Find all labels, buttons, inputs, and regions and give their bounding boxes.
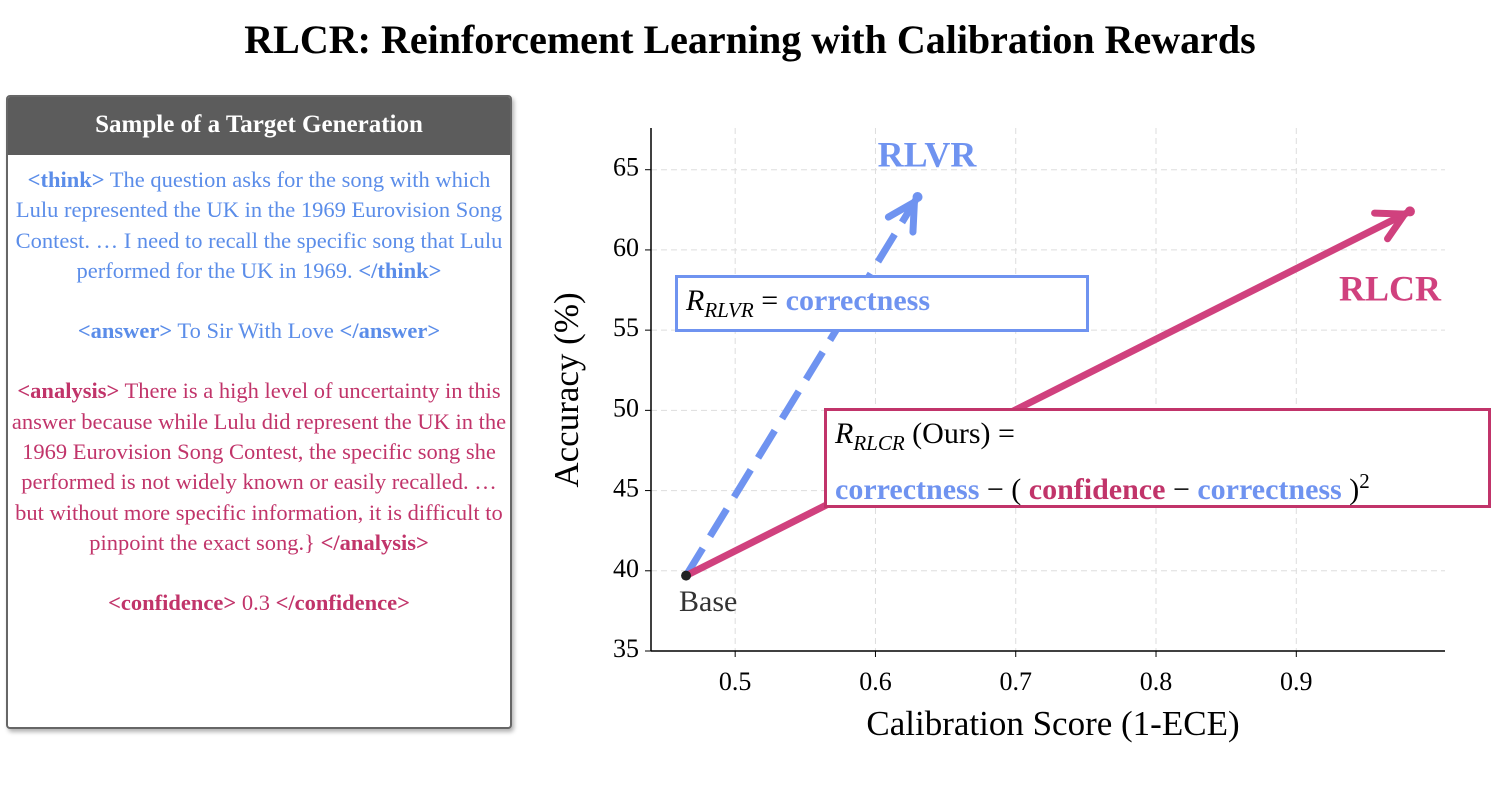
- tag: </analysis>: [320, 529, 429, 555]
- text: To Sir With Love: [172, 318, 340, 344]
- formula-term: 2: [1359, 469, 1370, 493]
- paragraph: <analysis> There is a high level of unce…: [10, 376, 508, 558]
- tag: </answer>: [339, 318, 441, 344]
- y-tick-label: 40: [613, 554, 639, 583]
- formula-term: RLCR: [853, 431, 905, 455]
- arrow-line: [684, 208, 1412, 579]
- tag: <think>: [27, 167, 105, 192]
- tag: </confidence>: [275, 590, 410, 616]
- x-axis-label: Calibration Score (1-ECE): [866, 704, 1239, 743]
- formula-term: RLVR: [704, 298, 754, 322]
- y-tick-label: 45: [613, 474, 639, 503]
- x-tick-label: 0.9: [1280, 667, 1313, 696]
- x-tick-label: 0.8: [1140, 667, 1173, 696]
- formula-term: R: [686, 284, 705, 317]
- arrow-head: [1371, 209, 1409, 243]
- paragraph: <think> The question asks for the song w…: [10, 165, 508, 286]
- y-axis-label: Accuracy (%): [547, 292, 586, 487]
- arrow-line: [683, 195, 921, 578]
- formula-term: −: [1165, 473, 1198, 506]
- end-point: [912, 191, 923, 202]
- formula-term: correctness: [835, 473, 980, 506]
- title: RLCR: Reinforcement Learning with Calibr…: [244, 17, 1255, 62]
- formula-term: correctness: [785, 284, 931, 317]
- tag: <analysis>: [17, 378, 120, 404]
- formula-box: RRLVR = correctness: [675, 275, 1089, 332]
- sample-panel: Sample of a Target Generation <think> Th…: [6, 95, 512, 729]
- tag: </think>: [358, 257, 442, 283]
- formula-term: − (: [979, 473, 1029, 506]
- y-tick-label: 35: [613, 634, 639, 663]
- formula-term: confidence: [1028, 473, 1166, 506]
- x-tick-label: 0.5: [719, 667, 752, 696]
- formula-term: R: [835, 417, 854, 450]
- tag: <confidence>: [108, 590, 237, 616]
- formula-term: ): [1341, 473, 1360, 506]
- series-label: RLCR: [1339, 268, 1442, 308]
- tag: <answer>: [77, 318, 173, 344]
- y-tick-label: 50: [613, 393, 639, 422]
- y-tick-label: 60: [613, 233, 639, 262]
- text: The question asks for the song with whic…: [15, 167, 503, 283]
- formula-box: RRLCR (Ours) = correctness − ( confidence…: [824, 408, 1491, 508]
- x-tick-label: 0.7: [999, 667, 1032, 696]
- series-label: RLVR: [878, 134, 978, 174]
- base-label: Base: [679, 585, 737, 618]
- y-tick-label: 65: [613, 153, 639, 182]
- x-tick-label: 0.6: [859, 667, 892, 696]
- end-point: [1404, 206, 1415, 217]
- text: 0.3: [236, 590, 276, 616]
- y-tick-label: 55: [613, 313, 639, 342]
- panel-header: Sample of a Target Generation: [8, 97, 510, 155]
- base-point: [681, 570, 692, 581]
- paragraph: <answer> To Sir With Love </answer>: [10, 316, 508, 346]
- formula-term: (Ours) =: [904, 417, 1015, 450]
- panel-body: <think> The question asks for the song w…: [8, 165, 510, 619]
- paragraph: <confidence> 0.3 </confidence>: [10, 588, 508, 618]
- text: There is a high level of uncertainty in …: [11, 378, 507, 555]
- formula-term: =: [753, 284, 786, 317]
- arrow-head: [884, 198, 918, 236]
- formula-term: correctness: [1197, 473, 1342, 506]
